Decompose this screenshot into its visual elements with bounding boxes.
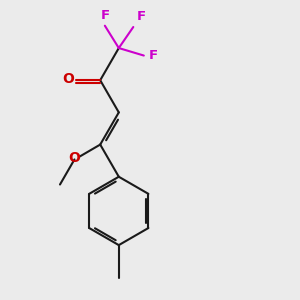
Text: F: F [148, 49, 158, 62]
Text: O: O [68, 151, 80, 165]
Text: O: O [62, 72, 74, 86]
Text: F: F [100, 8, 110, 22]
Text: F: F [136, 10, 146, 23]
